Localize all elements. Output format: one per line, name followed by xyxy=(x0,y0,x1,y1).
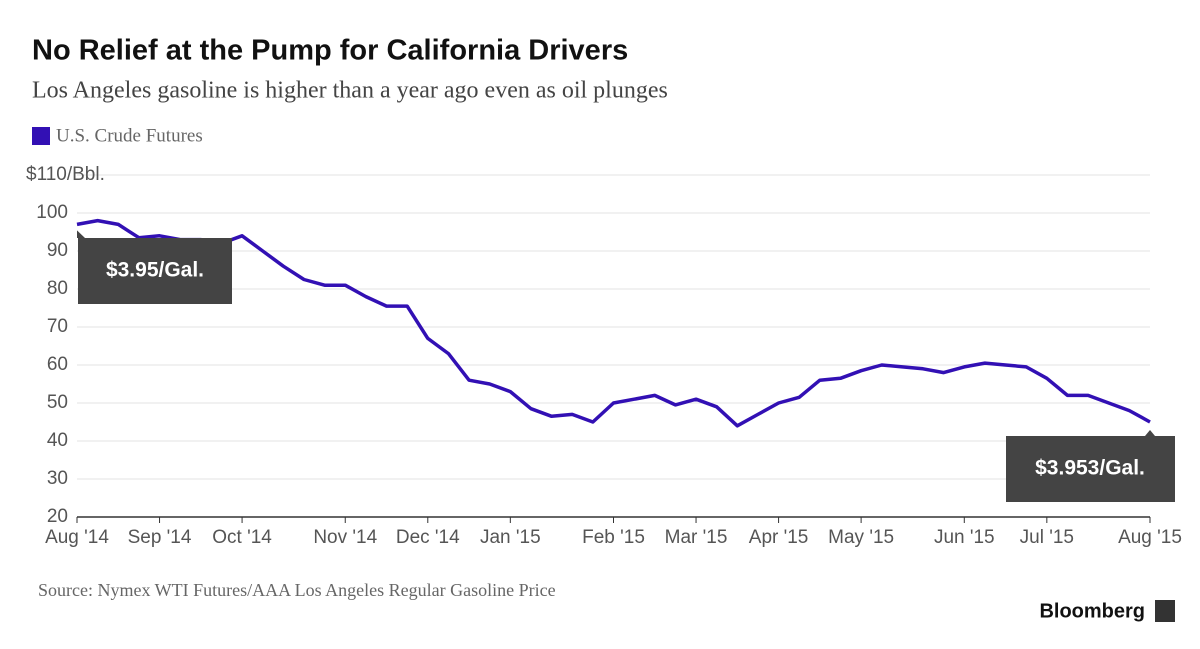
x-tick-label: Dec '14 xyxy=(396,527,460,548)
x-tick-label: Feb '15 xyxy=(582,527,645,548)
y-tick-label: $110/Bbl. xyxy=(26,164,105,185)
x-tick-label: Jun '15 xyxy=(934,527,995,548)
x-tick-label: Nov '14 xyxy=(313,527,377,548)
chart-subtitle: Los Angeles gasoline is higher than a ye… xyxy=(32,78,668,104)
brand: Bloomberg xyxy=(1039,600,1145,622)
chart-title: No Relief at the Pump for California Dri… xyxy=(32,35,628,67)
y-tick-label: 30 xyxy=(47,468,68,489)
x-tick-label: Aug '14 xyxy=(45,527,109,548)
legend-label: U.S. Crude Futures xyxy=(56,125,203,146)
y-tick-label: 60 xyxy=(47,354,68,375)
y-tick-label: 100 xyxy=(36,202,68,223)
annotation-box xyxy=(1006,436,1175,502)
legend-swatch xyxy=(32,127,50,145)
brand-icon xyxy=(1155,600,1175,622)
x-tick-label: May '15 xyxy=(828,527,894,548)
y-tick-label: 70 xyxy=(47,316,68,337)
y-tick-label: 90 xyxy=(47,240,68,261)
line xyxy=(76,218,1151,428)
x-tick-label: Jul '15 xyxy=(1020,527,1074,548)
annotation-pointer xyxy=(1145,430,1155,436)
x-tick-label: Jan '15 xyxy=(480,527,541,548)
source: Source: Nymex WTI Futures/AAA Los Angele… xyxy=(38,580,556,600)
annotation-pointer xyxy=(77,230,85,238)
annotation: $3.953/Gal. xyxy=(1035,457,1145,480)
x-tick-label: Apr '15 xyxy=(749,527,809,548)
y-tick-label: 20 xyxy=(47,506,68,527)
x-tick-label: Sep '14 xyxy=(128,527,192,548)
y-tick-label: 50 xyxy=(47,392,68,413)
annotation: $3.95/Gal. xyxy=(106,259,204,282)
y-tick-label: 80 xyxy=(47,278,68,299)
x-tick-label: Mar '15 xyxy=(665,527,728,548)
x-tick-label: Aug '15 xyxy=(1118,527,1182,548)
y-tick-label: 40 xyxy=(47,430,68,451)
x-tick-label: Oct '14 xyxy=(212,527,272,548)
annotation-box xyxy=(78,238,232,304)
